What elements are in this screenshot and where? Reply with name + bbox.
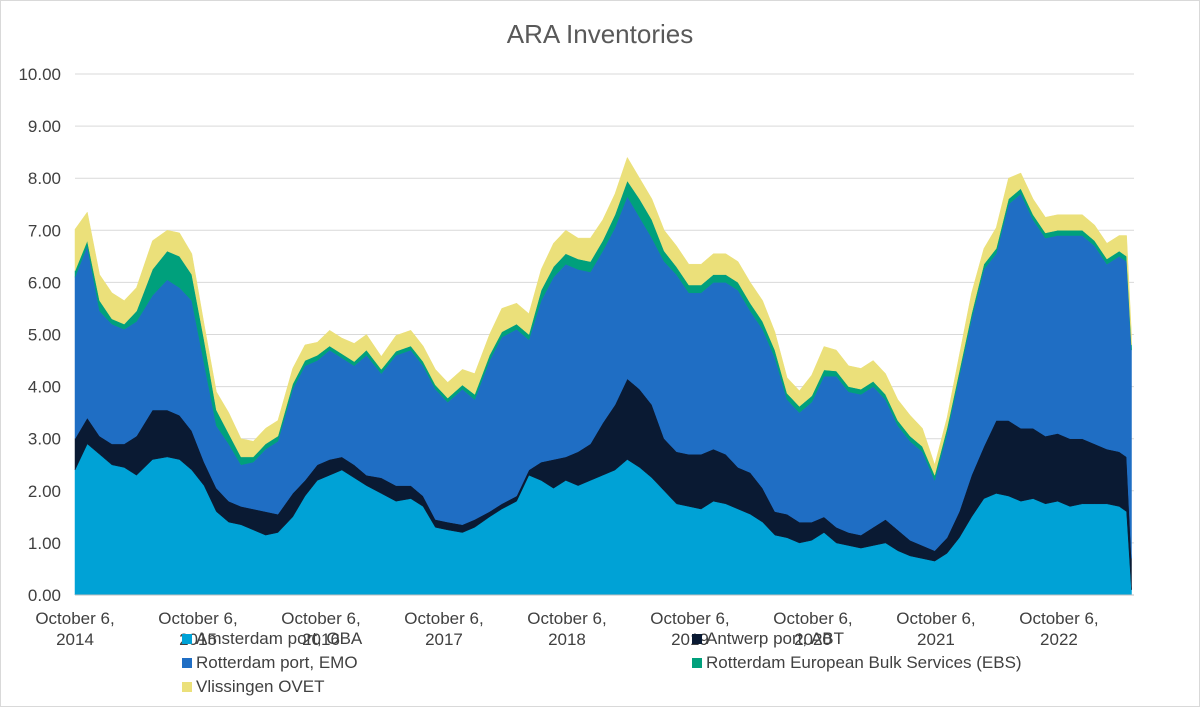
y-tick-label: 5.00: [28, 326, 61, 345]
y-tick-label: 8.00: [28, 169, 61, 188]
y-tick-label: 2.00: [28, 482, 61, 501]
x-tick-year: 2019: [671, 630, 709, 649]
x-tick-year: 2022: [1040, 630, 1078, 649]
chart-title: ARA Inventories: [507, 19, 693, 49]
x-tick-label: October 6,: [404, 609, 483, 628]
legend-label-1: Antwerp port, ABT: [706, 629, 844, 648]
legend-swatch-0: [182, 634, 192, 644]
legend-swatch-3: [692, 658, 702, 668]
y-axis: 0.00 1.00 2.00 3.00 4.00 5.00 6.00 7.00 8.00 9.00…: [18, 65, 61, 605]
stacked-areas: [74, 157, 1132, 596]
y-tick-label: 4.00: [28, 378, 61, 397]
x-tick-label: October 6,: [35, 609, 114, 628]
legend-swatch-1: [692, 634, 702, 644]
y-tick-label: 6.00: [28, 273, 61, 292]
legend-swatch-4: [182, 682, 192, 692]
y-tick-label: 3.00: [28, 430, 61, 449]
y-tick-label: 9.00: [28, 117, 61, 136]
x-tick-label: October 6,: [527, 609, 606, 628]
x-tick-year: 2021: [917, 630, 955, 649]
y-tick-label: 10.00: [18, 65, 61, 84]
x-tick-label: October 6,: [896, 609, 975, 628]
x-tick-label: October 6,: [773, 609, 852, 628]
x-tick-year: 2017: [425, 630, 463, 649]
area-series-4: [74, 157, 1132, 476]
x-tick-year: 2014: [56, 630, 94, 649]
x-tick-label: October 6,: [281, 609, 360, 628]
x-tick-year: 2016: [302, 630, 340, 649]
legend: Amsterdam port, OBA Antwerp port, ABT Rott…: [182, 629, 1022, 696]
legend-label-3: Rotterdam European Bulk Services (EBS): [706, 653, 1022, 672]
legend-label-4: Vlissingen OVET: [196, 677, 325, 696]
legend-label-0: Amsterdam port, OBA: [196, 629, 363, 648]
y-tick-label: 7.00: [28, 221, 61, 240]
legend-swatch-2: [182, 658, 192, 668]
x-tick-label: October 6,: [1019, 609, 1098, 628]
y-tick-label: 0.00: [28, 586, 61, 605]
x-tick-year: 2018: [548, 630, 586, 649]
y-tick-label: 1.00: [28, 534, 61, 553]
x-tick-label: October 6,: [650, 609, 729, 628]
legend-label-2: Rotterdam port, EMO: [196, 653, 358, 672]
x-tick-label: October 6,: [158, 609, 237, 628]
x-tick-year: 2020: [794, 630, 832, 649]
